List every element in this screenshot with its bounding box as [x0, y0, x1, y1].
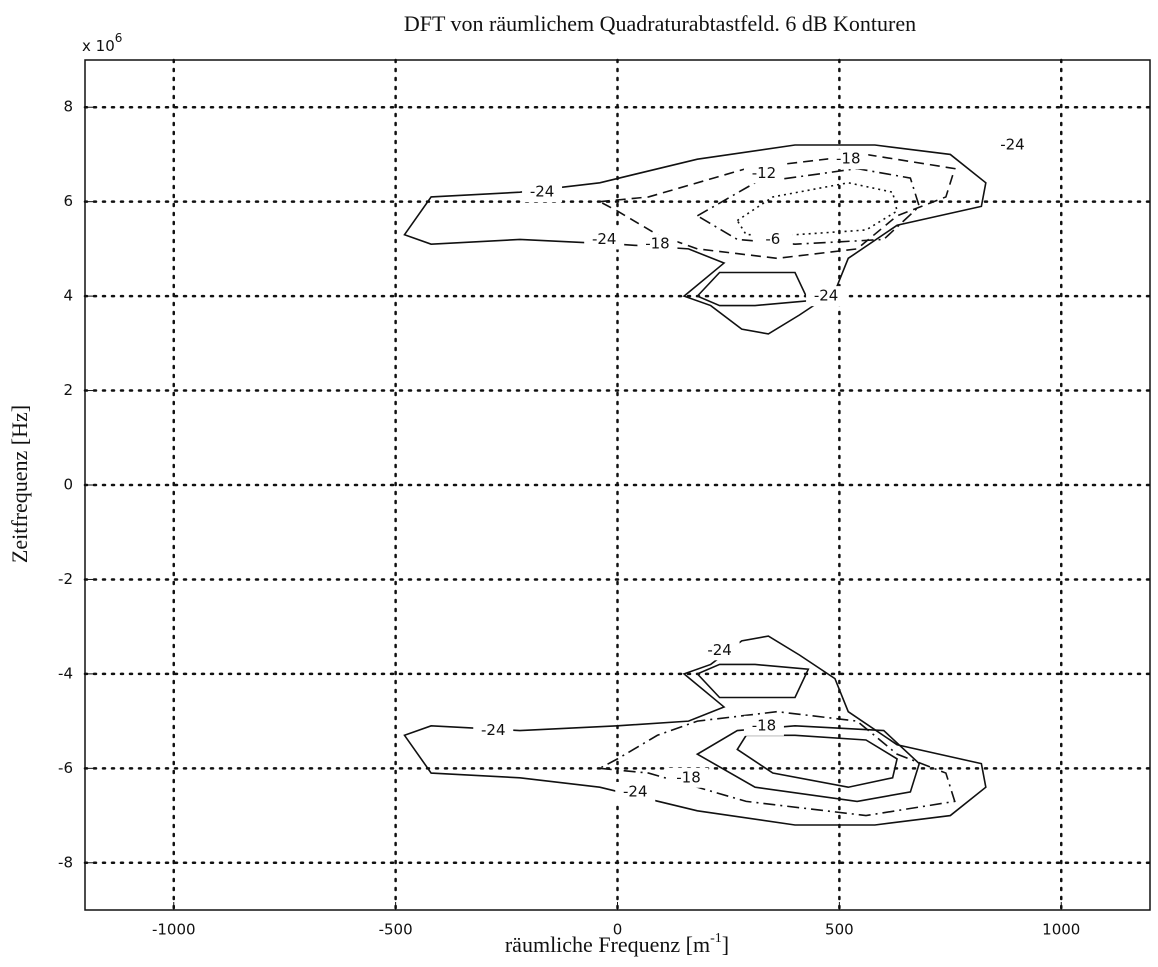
contour-label-bg	[584, 229, 625, 250]
contour-label-bg	[743, 163, 784, 184]
x-label-close: ]	[722, 932, 729, 957]
y-multiplier: x 106	[82, 31, 122, 55]
y-tick-label: 6	[63, 192, 73, 210]
x-tick-label: -500	[379, 921, 413, 939]
x-tick-label: -1000	[152, 921, 196, 939]
contour-label: -18	[836, 150, 861, 168]
contour-label: -24	[530, 183, 555, 201]
contour-label: -24	[481, 721, 506, 739]
contour-line	[403, 635, 987, 826]
contour-label: -6	[765, 230, 780, 248]
contour-label-bg	[828, 149, 869, 170]
contour-line	[403, 144, 987, 335]
y-tick-label: 0	[63, 476, 73, 494]
multiplier-base: x 10	[82, 37, 115, 55]
contour-label: -24	[707, 641, 732, 659]
y-tick-label: -2	[58, 570, 73, 588]
contour-label-bg	[637, 234, 678, 255]
contour-label-bg	[699, 640, 740, 661]
contour-line	[696, 663, 810, 699]
contour-line	[695, 167, 921, 245]
contour-label: -12	[752, 164, 777, 182]
y-tick-label: 4	[63, 287, 73, 305]
contour-label: -24	[814, 287, 839, 305]
contour-label: -18	[752, 716, 777, 734]
contour-label-bg	[473, 720, 514, 741]
contour-line	[736, 181, 898, 236]
contour-label-bg	[522, 182, 563, 203]
x-tick-label: 0	[613, 921, 623, 939]
plot-frame	[84, 59, 1151, 911]
x-tick-label: 500	[825, 921, 854, 939]
contour-label: -24	[592, 230, 617, 248]
chart-title: DFT von räumlichem Quadraturabtastfeld. …	[404, 11, 916, 36]
y-axis-label: Zeitfrequenz [Hz]	[7, 405, 32, 563]
multiplier-exponent: 6	[115, 31, 123, 45]
contour-label: -18	[676, 768, 701, 786]
x-tick-label: 1000	[1042, 921, 1080, 939]
y-tick-label: -8	[58, 853, 73, 871]
x-label-text: räumliche Frequenz [m	[505, 932, 710, 957]
contour-label: -18	[645, 235, 670, 253]
contour-label-bg	[992, 135, 1033, 155]
y-tick-label: 8	[63, 98, 73, 116]
y-tick-label: 2	[63, 381, 73, 399]
x-axis-label: räumliche Frequenz [m-1]	[505, 931, 729, 957]
contour-label-bg	[615, 781, 656, 802]
contour-label: -24	[623, 782, 648, 800]
contour-label-bg	[806, 286, 847, 307]
contour-label: -24	[1000, 136, 1025, 154]
contour-line	[736, 734, 898, 789]
x-label-sup: -1	[710, 931, 722, 946]
contour-line	[696, 271, 810, 307]
y-tick-label: -6	[58, 759, 73, 777]
contour-line	[597, 710, 956, 817]
contour-label-bg	[743, 715, 784, 736]
contour-label-bg	[668, 767, 709, 788]
y-tick-label: -4	[58, 664, 73, 682]
contour-label-bg	[752, 229, 793, 250]
